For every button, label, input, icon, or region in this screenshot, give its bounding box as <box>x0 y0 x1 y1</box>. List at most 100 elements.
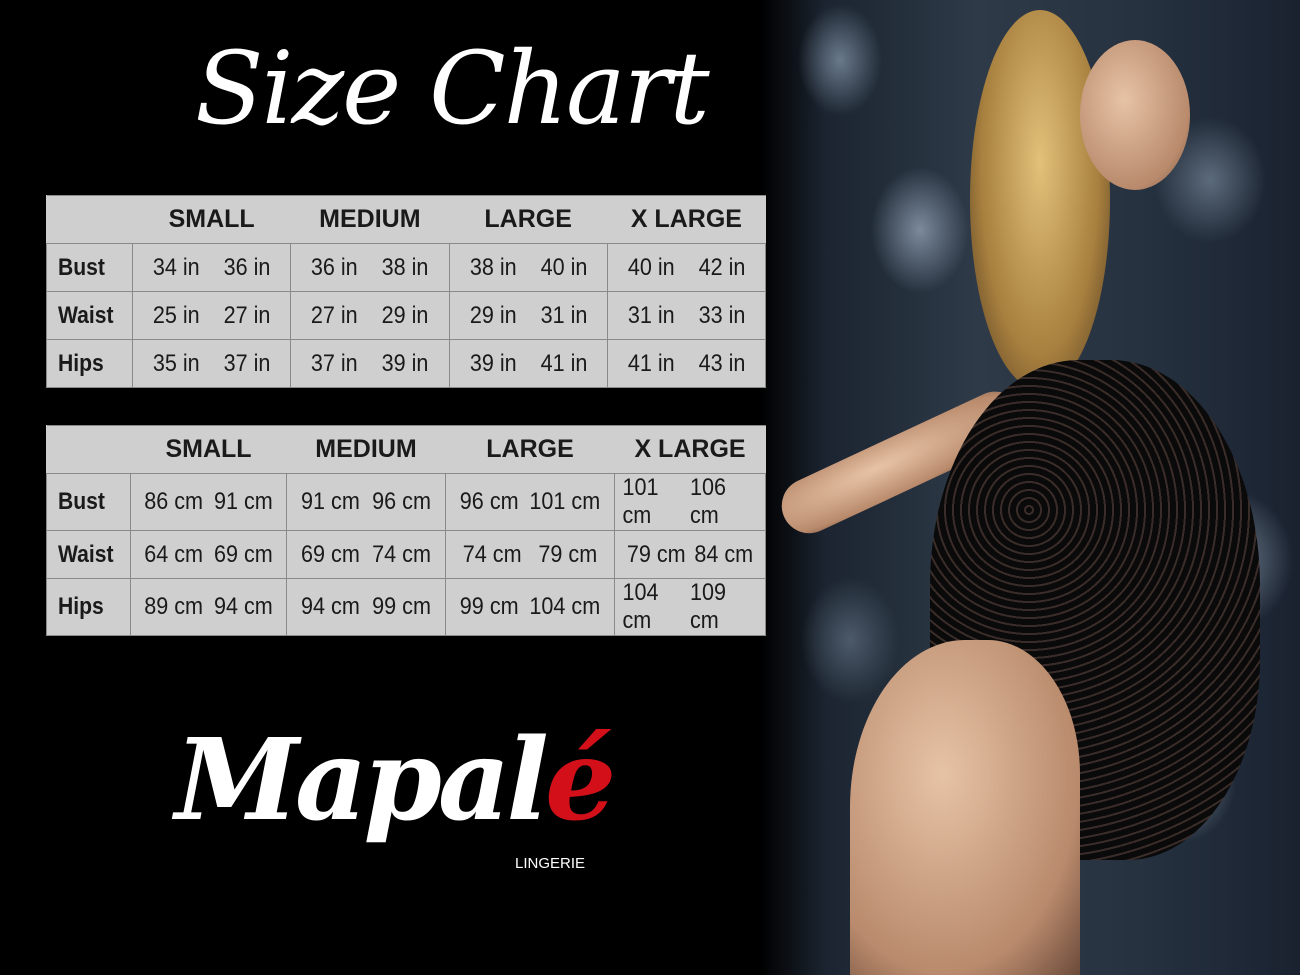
max-value: 101 cm <box>529 488 601 515</box>
max-value: 91 cm <box>213 488 273 515</box>
min-value: 41 in <box>627 349 675 377</box>
brand-name: Mapal <box>175 715 549 846</box>
max-value: 43 in <box>698 349 746 377</box>
max-value: 96 cm <box>372 488 431 515</box>
max-value: 109 cm <box>690 579 727 634</box>
size-cell: 79 cm 84 cm <box>614 530 766 579</box>
size-header: X LARGE <box>614 425 766 474</box>
min-value: 91 cm <box>301 488 360 515</box>
size-table-inches: SMALL MEDIUM LARGE X LARGE Bust 34 in 36 i… <box>46 195 767 388</box>
size-cell: 35 in 37 in <box>131 339 292 388</box>
min-value: 35 in <box>152 349 200 377</box>
model-photo <box>760 0 1300 975</box>
min-value: 86 cm <box>144 488 204 515</box>
brand-logo: Mapalé <box>175 715 616 846</box>
table-row: Hips 89 cm 94 cm 94 cm 99 cm 99 cm 104 cm 104 c… <box>46 578 766 636</box>
size-header: SMALL <box>130 425 287 474</box>
min-value: 29 in <box>469 301 517 329</box>
max-value: 29 in <box>381 301 429 329</box>
page-title: Size Chart <box>195 30 710 147</box>
table-row: Waist 64 cm 69 cm 69 cm 74 cm 74 cm 79 cm 79 cm… <box>46 530 766 579</box>
table-row: Bust 34 in 36 in 36 in 38 in 38 in 40 in 40 in 4… <box>46 243 767 292</box>
size-cell: 39 in 41 in <box>448 339 608 388</box>
measure-label: Bust <box>46 473 121 531</box>
table-row: Bust 86 cm 91 cm 91 cm 96 cm 96 cm 101 cm 101 c… <box>46 473 766 531</box>
min-value: 34 in <box>152 253 200 281</box>
size-cell: 37 in 39 in <box>290 339 450 388</box>
size-cell: 38 in 40 in <box>448 243 608 292</box>
min-value: 69 cm <box>301 540 360 568</box>
table-row: Waist 25 in 27 in 27 in 29 in 29 in 31 in 31 in… <box>46 291 767 340</box>
measure-label: Waist <box>46 530 121 579</box>
min-value: 101 cm <box>622 474 659 529</box>
min-value: 74 cm <box>462 540 522 568</box>
size-cell: 101 cm 106 cm <box>614 473 766 531</box>
min-value: 37 in <box>311 349 358 377</box>
size-cell: 64 cm 69 cm <box>130 530 287 579</box>
size-header: LARGE <box>449 195 608 244</box>
size-cell: 41 in 43 in <box>606 339 767 388</box>
brand-tagline: LINGERIE <box>515 855 586 872</box>
size-cell: 91 cm 96 cm <box>286 473 446 531</box>
max-value: 69 cm <box>213 540 273 568</box>
size-header: SMALL <box>132 195 291 244</box>
size-table-cm: SMALL MEDIUM LARGE X LARGE Bust 86 cm 91 c… <box>46 425 766 636</box>
size-cell: 94 cm 99 cm <box>286 578 446 636</box>
size-cell: 104 cm 109 cm <box>614 578 766 636</box>
max-value: 38 in <box>381 253 429 281</box>
max-value: 84 cm <box>694 540 754 568</box>
min-value: 27 in <box>311 301 358 329</box>
size-header: LARGE <box>445 425 615 474</box>
max-value: 40 in <box>540 253 587 281</box>
min-value: 96 cm <box>459 488 519 515</box>
max-value: 106 cm <box>690 474 727 529</box>
size-cell: 34 in 36 in <box>131 243 292 292</box>
measure-label: Bust <box>46 243 123 292</box>
max-value: 74 cm <box>372 540 431 568</box>
min-value: 40 in <box>627 253 675 281</box>
max-value: 33 in <box>698 301 746 329</box>
size-cell: 86 cm 91 cm <box>130 473 287 531</box>
min-value: 89 cm <box>144 593 204 620</box>
measure-label: Waist <box>46 291 123 340</box>
measure-label: Hips <box>46 578 121 636</box>
size-cell: 99 cm 104 cm <box>445 578 615 636</box>
min-value: 31 in <box>627 301 675 329</box>
size-cell: 40 in 42 in <box>606 243 767 292</box>
min-value: 94 cm <box>301 593 360 620</box>
max-value: 79 cm <box>538 540 598 568</box>
max-value: 27 in <box>223 301 271 329</box>
min-value: 104 cm <box>622 579 659 634</box>
max-value: 37 in <box>223 349 271 377</box>
header-row: SMALL MEDIUM LARGE X LARGE <box>46 425 766 474</box>
brand-accent: é <box>544 715 616 846</box>
min-value: 79 cm <box>626 540 686 568</box>
size-cell: 25 in 27 in <box>131 291 292 340</box>
min-value: 99 cm <box>459 593 519 620</box>
size-cell: 36 in 38 in <box>290 243 450 292</box>
table-row: Hips 35 in 37 in 37 in 39 in 39 in 41 in 41 in 4… <box>46 339 767 388</box>
max-value: 41 in <box>540 349 587 377</box>
min-value: 38 in <box>469 253 517 281</box>
min-value: 39 in <box>469 349 517 377</box>
size-header: MEDIUM <box>286 425 446 474</box>
max-value: 36 in <box>223 253 271 281</box>
size-header: MEDIUM <box>290 195 449 244</box>
size-cell: 27 in 29 in <box>290 291 450 340</box>
max-value: 99 cm <box>372 593 431 620</box>
size-cell: 89 cm 94 cm <box>130 578 287 636</box>
size-cell: 96 cm 101 cm <box>445 473 615 531</box>
min-value: 64 cm <box>144 540 204 568</box>
max-value: 31 in <box>540 301 587 329</box>
max-value: 42 in <box>698 253 746 281</box>
header-row: SMALL MEDIUM LARGE X LARGE <box>46 195 766 244</box>
min-value: 25 in <box>152 301 200 329</box>
measure-label: Hips <box>46 339 123 388</box>
size-cell: 69 cm 74 cm <box>286 530 446 579</box>
max-value: 104 cm <box>529 593 601 620</box>
max-value: 94 cm <box>213 593 273 620</box>
min-value: 36 in <box>311 253 358 281</box>
max-value: 39 in <box>381 349 429 377</box>
size-header: X LARGE <box>607 195 766 244</box>
size-cell: 31 in 33 in <box>606 291 767 340</box>
